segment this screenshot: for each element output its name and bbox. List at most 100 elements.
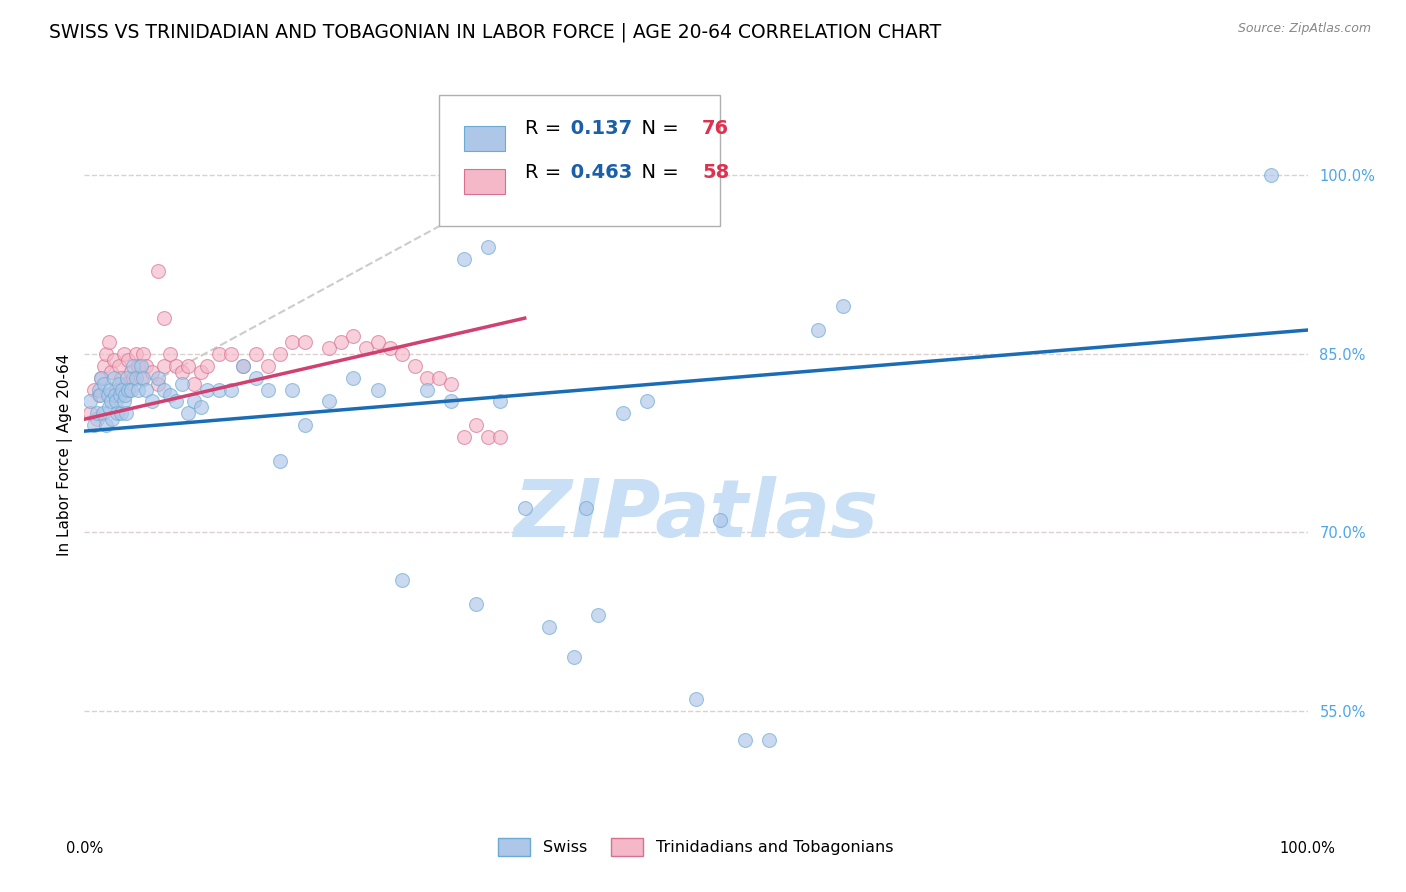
Point bbox=[122, 359, 145, 373]
Point bbox=[464, 597, 486, 611]
Point bbox=[111, 383, 134, 397]
FancyBboxPatch shape bbox=[439, 95, 720, 227]
Point bbox=[453, 430, 475, 444]
Point bbox=[159, 347, 181, 361]
Point bbox=[489, 394, 512, 409]
Point bbox=[110, 370, 132, 384]
Point bbox=[391, 347, 413, 361]
Point bbox=[98, 383, 121, 397]
Point bbox=[416, 383, 439, 397]
Point bbox=[183, 394, 205, 409]
Point bbox=[318, 394, 340, 409]
Point bbox=[93, 376, 115, 391]
Point bbox=[245, 370, 267, 384]
Point bbox=[153, 383, 176, 397]
Point bbox=[100, 365, 122, 379]
Point bbox=[153, 311, 176, 326]
Point bbox=[117, 352, 139, 367]
Point bbox=[79, 406, 101, 420]
Point bbox=[110, 406, 132, 420]
Point bbox=[190, 365, 212, 379]
Point bbox=[91, 406, 114, 420]
FancyBboxPatch shape bbox=[464, 169, 505, 194]
Point bbox=[129, 370, 152, 384]
Point bbox=[195, 359, 218, 373]
Point bbox=[105, 406, 128, 420]
Text: 0.463: 0.463 bbox=[564, 163, 633, 182]
Point bbox=[294, 334, 316, 349]
Point bbox=[232, 359, 254, 373]
Point bbox=[107, 359, 129, 373]
Point bbox=[165, 359, 187, 373]
Point bbox=[831, 299, 853, 313]
Point bbox=[807, 323, 830, 337]
Point bbox=[342, 329, 364, 343]
Point bbox=[90, 370, 112, 384]
Point bbox=[586, 608, 609, 623]
Point bbox=[416, 370, 439, 384]
Point bbox=[294, 418, 316, 433]
FancyBboxPatch shape bbox=[464, 126, 505, 152]
Point bbox=[636, 394, 658, 409]
Point bbox=[141, 394, 163, 409]
Point bbox=[96, 347, 118, 361]
Text: R =: R = bbox=[524, 163, 567, 182]
Point bbox=[101, 412, 124, 426]
Point bbox=[141, 365, 163, 379]
Point bbox=[79, 394, 101, 409]
Point bbox=[391, 573, 413, 587]
Point bbox=[105, 383, 128, 397]
Point bbox=[125, 370, 148, 384]
Point bbox=[538, 620, 561, 634]
Point bbox=[734, 733, 756, 747]
Point bbox=[127, 383, 149, 397]
Text: 76: 76 bbox=[702, 120, 730, 138]
Point bbox=[489, 430, 512, 444]
Point bbox=[342, 370, 364, 384]
Point bbox=[183, 376, 205, 391]
Point bbox=[177, 359, 200, 373]
Point bbox=[257, 383, 280, 397]
Point bbox=[97, 388, 120, 402]
Point bbox=[330, 334, 353, 349]
Point bbox=[367, 383, 389, 397]
Point bbox=[172, 376, 194, 391]
Point bbox=[709, 513, 731, 527]
Text: 58: 58 bbox=[702, 163, 730, 182]
Point bbox=[159, 388, 181, 402]
Point bbox=[86, 406, 108, 420]
Point bbox=[83, 383, 105, 397]
Point bbox=[513, 501, 536, 516]
Point bbox=[232, 359, 254, 373]
Point bbox=[115, 376, 138, 391]
Point bbox=[177, 406, 200, 420]
Point bbox=[146, 263, 169, 277]
Point bbox=[440, 376, 463, 391]
Point bbox=[93, 359, 115, 373]
Point bbox=[575, 501, 598, 516]
Point bbox=[269, 454, 291, 468]
Point bbox=[120, 383, 142, 397]
Point bbox=[90, 370, 112, 384]
Point bbox=[125, 347, 148, 361]
Text: 0.137: 0.137 bbox=[564, 120, 631, 138]
Point bbox=[257, 359, 280, 373]
Point bbox=[380, 341, 402, 355]
Point bbox=[367, 334, 389, 349]
Point bbox=[281, 334, 304, 349]
Point bbox=[87, 388, 110, 402]
Point bbox=[100, 394, 122, 409]
Point bbox=[146, 370, 169, 384]
Point bbox=[120, 365, 142, 379]
Text: Source: ZipAtlas.com: Source: ZipAtlas.com bbox=[1237, 22, 1371, 36]
Point bbox=[464, 418, 486, 433]
Point bbox=[477, 430, 499, 444]
Point bbox=[219, 383, 242, 397]
Text: ZIPatlas: ZIPatlas bbox=[513, 475, 879, 554]
Point bbox=[87, 383, 110, 397]
Point bbox=[105, 394, 128, 409]
Point bbox=[96, 418, 118, 433]
Point bbox=[318, 341, 340, 355]
Point bbox=[404, 359, 426, 373]
Point bbox=[219, 347, 242, 361]
